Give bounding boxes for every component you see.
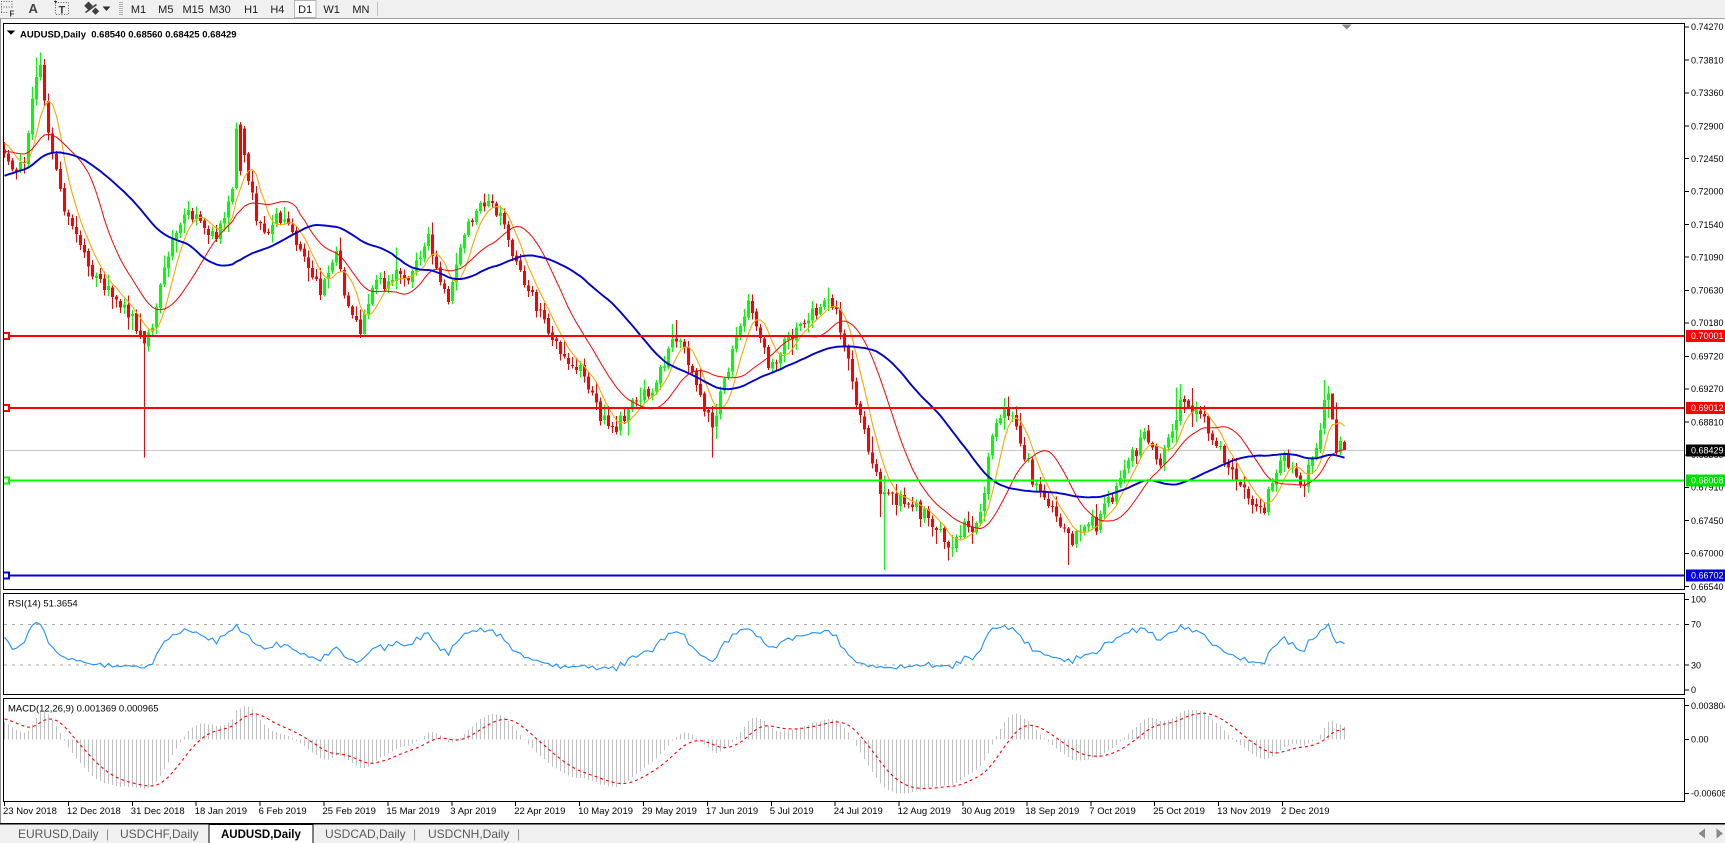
svg-text:MACD(12,26,9) 0.001369 0.00096: MACD(12,26,9) 0.001369 0.000965 xyxy=(8,704,159,715)
svg-text:22 Apr 2019: 22 Apr 2019 xyxy=(514,806,565,817)
svg-text:13 Nov 2019: 13 Nov 2019 xyxy=(1217,806,1271,817)
svg-text:MN: MN xyxy=(352,4,369,16)
svg-text:|: | xyxy=(413,827,416,841)
svg-text:M1: M1 xyxy=(131,4,146,16)
svg-text:0.72900: 0.72900 xyxy=(1691,121,1724,131)
svg-text:|: | xyxy=(106,827,109,841)
svg-text:30 Aug 2019: 30 Aug 2019 xyxy=(962,806,1015,817)
svg-text:0.66702: 0.66702 xyxy=(1691,571,1724,581)
svg-text:0.69720: 0.69720 xyxy=(1691,352,1724,362)
svg-text:30: 30 xyxy=(1691,660,1701,670)
svg-text:0.69270: 0.69270 xyxy=(1691,384,1724,394)
svg-text:0.67000: 0.67000 xyxy=(1691,549,1724,559)
svg-text:0.003804: 0.003804 xyxy=(1691,701,1725,711)
svg-text:0.73360: 0.73360 xyxy=(1691,88,1724,98)
svg-text:0.68008: 0.68008 xyxy=(1691,476,1724,486)
svg-text:USDCHF,Daily: USDCHF,Daily xyxy=(120,827,199,841)
svg-text:H4: H4 xyxy=(270,4,284,16)
svg-text:0.66540: 0.66540 xyxy=(1691,582,1724,592)
svg-text:0.72450: 0.72450 xyxy=(1691,154,1724,164)
svg-text:2 Dec 2019: 2 Dec 2019 xyxy=(1281,806,1330,817)
svg-text:0.71540: 0.71540 xyxy=(1691,220,1724,230)
svg-text:M5: M5 xyxy=(158,4,173,16)
svg-text:AUDUSD,Daily: AUDUSD,Daily xyxy=(221,829,301,841)
svg-text:-0.00608: -0.00608 xyxy=(1691,789,1725,799)
svg-text:USDCNH,Daily: USDCNH,Daily xyxy=(428,827,509,841)
svg-text:USDCAD,Daily: USDCAD,Daily xyxy=(325,827,406,841)
svg-text:M30: M30 xyxy=(209,4,230,16)
svg-text:0.70180: 0.70180 xyxy=(1691,318,1724,328)
svg-text:29 May 2019: 29 May 2019 xyxy=(642,806,697,817)
svg-text:15 Mar 2019: 15 Mar 2019 xyxy=(386,806,439,817)
svg-text:0.67450: 0.67450 xyxy=(1691,516,1724,526)
svg-text:18 Jan 2019: 18 Jan 2019 xyxy=(195,806,247,817)
svg-text:F: F xyxy=(10,10,15,19)
svg-text:EURUSD,Daily: EURUSD,Daily xyxy=(18,827,99,841)
svg-text:25 Feb 2019: 25 Feb 2019 xyxy=(323,806,376,817)
svg-text:0.68429: 0.68429 xyxy=(1691,446,1724,456)
svg-text:0.71090: 0.71090 xyxy=(1691,252,1724,262)
svg-text:0.00: 0.00 xyxy=(1691,735,1709,745)
svg-text:12 Dec 2018: 12 Dec 2018 xyxy=(67,806,121,817)
svg-text:|: | xyxy=(517,827,520,841)
svg-text:T: T xyxy=(59,5,66,17)
svg-text:0.74270: 0.74270 xyxy=(1691,22,1724,32)
svg-text:0.68810: 0.68810 xyxy=(1691,417,1724,427)
svg-text:A: A xyxy=(29,1,39,16)
svg-text:7 Oct 2019: 7 Oct 2019 xyxy=(1089,806,1135,817)
svg-text:31 Dec 2018: 31 Dec 2018 xyxy=(131,806,185,817)
svg-text:3 Apr 2019: 3 Apr 2019 xyxy=(450,806,496,817)
svg-text:0.70001: 0.70001 xyxy=(1691,331,1724,341)
svg-text:6 Feb 2019: 6 Feb 2019 xyxy=(259,806,307,817)
svg-text:23 Nov 2018: 23 Nov 2018 xyxy=(3,806,57,817)
svg-text:RSI(14) 51.3654: RSI(14) 51.3654 xyxy=(8,599,78,610)
svg-text:12 Aug 2019: 12 Aug 2019 xyxy=(898,806,951,817)
svg-text:W1: W1 xyxy=(323,4,340,16)
svg-text:0: 0 xyxy=(1691,685,1696,695)
svg-text:M15: M15 xyxy=(182,4,203,16)
svg-text:10 May 2019: 10 May 2019 xyxy=(578,806,633,817)
svg-text:18 Sep 2019: 18 Sep 2019 xyxy=(1025,806,1079,817)
svg-text:AUDUSD,Daily 0.68540 0.68560: AUDUSD,Daily 0.68540 0.68560 0.68425 0.6… xyxy=(20,30,237,41)
svg-text:70: 70 xyxy=(1691,620,1701,630)
svg-text:0.70630: 0.70630 xyxy=(1691,286,1724,296)
svg-text:5 Jul 2019: 5 Jul 2019 xyxy=(770,806,814,817)
svg-text:0.72000: 0.72000 xyxy=(1691,187,1724,197)
svg-text:17 Jun 2019: 17 Jun 2019 xyxy=(706,806,758,817)
svg-text:0.69012: 0.69012 xyxy=(1691,403,1724,413)
svg-text:0.73810: 0.73810 xyxy=(1691,55,1724,65)
svg-text:24 Jul 2019: 24 Jul 2019 xyxy=(834,806,883,817)
svg-text:D1: D1 xyxy=(298,4,312,16)
svg-text:H1: H1 xyxy=(244,4,258,16)
svg-text:100: 100 xyxy=(1691,595,1706,605)
svg-text:25 Oct 2019: 25 Oct 2019 xyxy=(1153,806,1205,817)
svg-text:0.67910: 0.67910 xyxy=(1691,483,1724,493)
